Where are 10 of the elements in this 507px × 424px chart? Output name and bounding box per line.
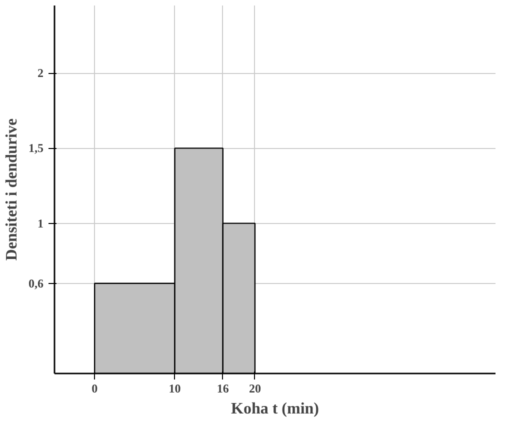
y-axis-title: Densiteti i dendurive (4, 118, 20, 261)
y-tick-label: 0,6 (28, 276, 44, 290)
y-tick-label: 1 (38, 216, 44, 230)
x-tick-label: 20 (248, 382, 261, 396)
x-tick-label: 16 (216, 382, 229, 396)
x-axis-title: Koha t (min) (231, 400, 319, 418)
x-tick-label: 10 (168, 382, 181, 396)
y-tick-label: 1,5 (28, 141, 44, 156)
y-tick-label: 2 (38, 66, 44, 80)
x-tick-label: 0 (92, 382, 98, 396)
